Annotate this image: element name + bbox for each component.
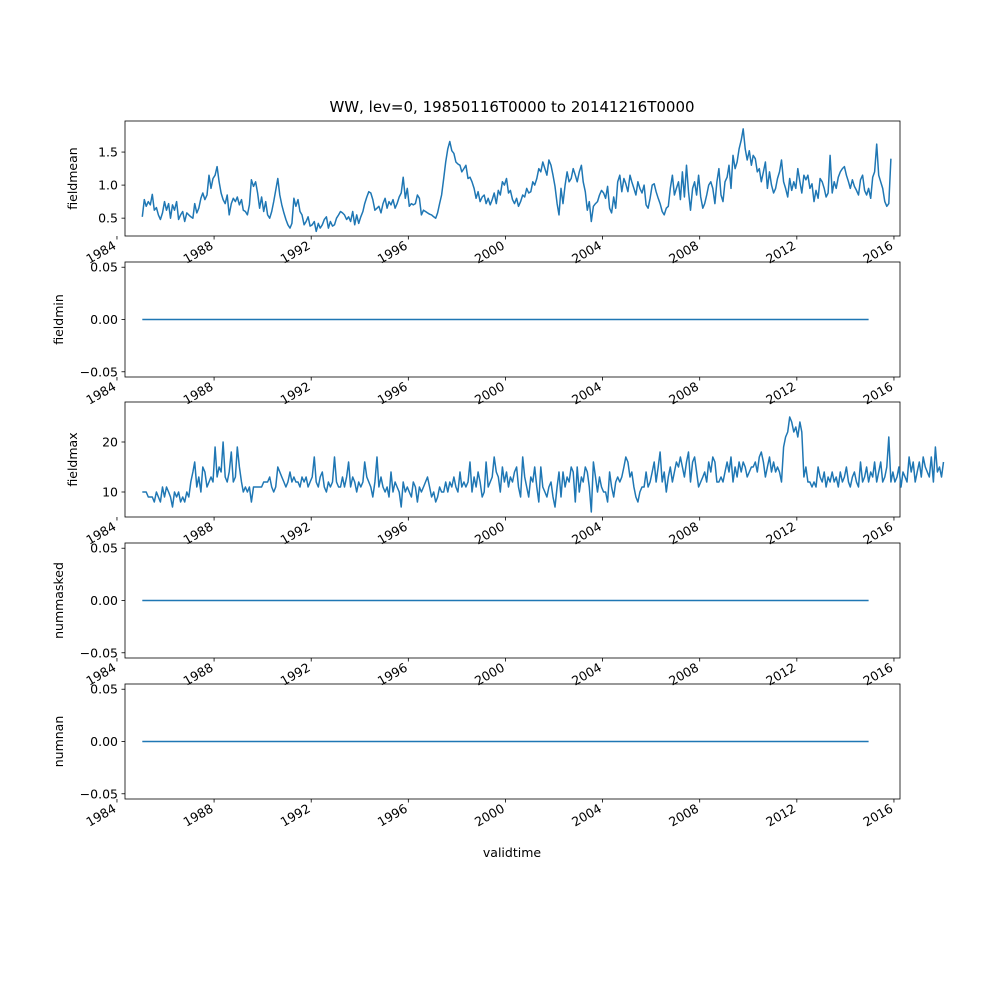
y-tick-label: 0.05 xyxy=(90,682,118,697)
plot-frame xyxy=(124,401,901,518)
y-tick-label: 0.05 xyxy=(90,260,118,275)
y-tick-label: 0.00 xyxy=(90,593,118,608)
series-line-fieldmax xyxy=(142,416,945,513)
y-tick-label: 0.05 xyxy=(90,541,118,556)
y-axis-title: nummasked xyxy=(51,562,66,639)
chart-title: WW, lev=0, 19850116T0000 to 20141216T000… xyxy=(329,98,694,116)
y-tick-label: 1.0 xyxy=(98,178,118,193)
y-axis-title: fieldmax xyxy=(65,432,80,486)
y-tick-label: 0.00 xyxy=(90,734,118,749)
y-axis-title: numnan xyxy=(51,716,66,768)
y-tick-label: −0.05 xyxy=(80,364,118,379)
y-tick-label: 10 xyxy=(102,485,118,500)
series-line-fieldmean xyxy=(141,128,892,233)
y-tick-label: 0.5 xyxy=(98,211,118,226)
plot-frame xyxy=(124,120,901,237)
y-tick-label: 20 xyxy=(102,435,118,450)
y-axis-title: fieldmin xyxy=(51,294,66,345)
y-tick-label: 1.5 xyxy=(98,145,118,160)
y-tick-label: −0.05 xyxy=(80,786,118,801)
y-tick-label: −0.05 xyxy=(80,645,118,660)
x-axis-title: validtime xyxy=(483,845,541,860)
y-axis-title: fieldmean xyxy=(65,147,80,209)
y-tick-label: 0.00 xyxy=(90,312,118,327)
